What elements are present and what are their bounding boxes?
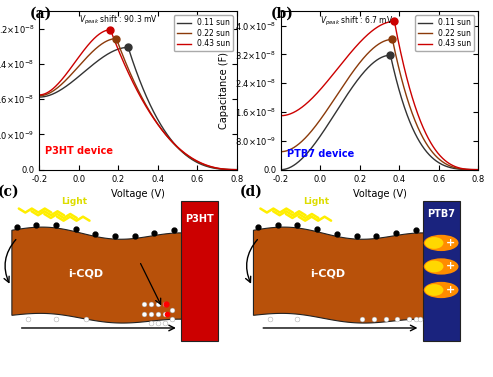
0.22 sun xyxy=(132,81,138,85)
0.11 sun xyxy=(143,95,149,99)
0.11 sun xyxy=(132,64,138,69)
Text: Light: Light xyxy=(62,197,87,206)
Polygon shape xyxy=(423,201,459,341)
0.11 sun xyxy=(475,167,481,172)
Text: (b): (b) xyxy=(271,7,294,21)
Line: 0.22 sun: 0.22 sun xyxy=(281,39,478,170)
0.22 sun xyxy=(154,121,160,126)
0.43 sun xyxy=(199,161,205,166)
0.11 sun xyxy=(125,45,131,50)
0.43 sun xyxy=(373,26,379,31)
Text: Light: Light xyxy=(303,197,329,206)
Line: 0.43 sun: 0.43 sun xyxy=(281,21,478,170)
0.11 sun xyxy=(440,163,446,167)
0.43 sun xyxy=(278,113,284,118)
0.43 sun xyxy=(107,28,113,32)
0.22 sun xyxy=(440,160,446,164)
0.11 sun xyxy=(131,61,137,66)
0.11 sun xyxy=(387,53,393,57)
Ellipse shape xyxy=(424,282,458,298)
0.11 sun xyxy=(199,162,205,167)
0.43 sun xyxy=(471,167,477,172)
Line: 0.11 sun: 0.11 sun xyxy=(39,48,237,170)
Ellipse shape xyxy=(424,258,458,274)
0.43 sun xyxy=(132,84,138,88)
0.22 sun xyxy=(372,45,378,49)
0.11 sun xyxy=(471,167,477,172)
0.11 sun xyxy=(396,87,402,91)
0.22 sun xyxy=(373,44,379,48)
0.22 sun xyxy=(475,167,481,172)
X-axis label: Voltage (V): Voltage (V) xyxy=(352,189,407,199)
0.43 sun xyxy=(475,167,481,172)
X-axis label: Voltage (V): Voltage (V) xyxy=(111,189,165,199)
0.43 sun xyxy=(154,121,160,126)
Text: (d): (d) xyxy=(240,185,262,199)
Legend: 0.11 sun, 0.22 sun, 0.43 sun: 0.11 sun, 0.22 sun, 0.43 sun xyxy=(174,15,233,51)
Text: (a): (a) xyxy=(30,7,52,21)
0.11 sun xyxy=(385,53,390,58)
0.43 sun xyxy=(440,156,446,161)
Line: 0.11 sun: 0.11 sun xyxy=(281,55,478,170)
Polygon shape xyxy=(12,227,186,323)
0.22 sun xyxy=(471,167,477,172)
0.22 sun xyxy=(199,161,205,166)
Text: i-CQD: i-CQD xyxy=(310,269,345,279)
0.43 sun xyxy=(396,41,402,46)
Ellipse shape xyxy=(425,284,444,296)
0.22 sun xyxy=(385,38,390,42)
0.43 sun xyxy=(385,20,390,25)
0.22 sun xyxy=(36,93,42,98)
Text: P3HT: P3HT xyxy=(185,215,214,224)
0.11 sun xyxy=(154,116,160,121)
Text: +: + xyxy=(446,238,455,248)
0.22 sun xyxy=(131,78,137,83)
Line: 0.22 sun: 0.22 sun xyxy=(39,38,237,170)
Text: PTB7: PTB7 xyxy=(427,209,455,219)
Text: +: + xyxy=(446,285,455,295)
0.43 sun xyxy=(372,27,378,31)
0.11 sun xyxy=(229,167,235,172)
0.22 sun xyxy=(234,167,240,172)
0.22 sun xyxy=(396,66,402,70)
Ellipse shape xyxy=(424,235,458,251)
Y-axis label: Capacitance (F): Capacitance (F) xyxy=(219,52,229,129)
0.11 sun xyxy=(234,167,240,172)
Text: $V_{peak}$ shift : 6.7 mV: $V_{peak}$ shift : 6.7 mV xyxy=(320,15,394,28)
Text: i-CQD: i-CQD xyxy=(69,269,104,279)
0.11 sun xyxy=(373,58,379,63)
Text: +: + xyxy=(446,262,455,271)
0.22 sun xyxy=(229,167,235,172)
Polygon shape xyxy=(181,201,218,341)
0.11 sun xyxy=(278,167,284,172)
0.22 sun xyxy=(143,104,149,108)
Text: $V_{peak}$ shift : 90.3 mV: $V_{peak}$ shift : 90.3 mV xyxy=(79,14,158,27)
Legend: 0.11 sun, 0.22 sun, 0.43 sun: 0.11 sun, 0.22 sun, 0.43 sun xyxy=(415,15,474,51)
0.11 sun xyxy=(36,95,42,99)
0.22 sun xyxy=(113,36,119,41)
Text: P3HT device: P3HT device xyxy=(45,146,113,156)
Line: 0.43 sun: 0.43 sun xyxy=(39,30,237,170)
0.43 sun xyxy=(391,19,397,24)
0.11 sun xyxy=(372,60,378,64)
Text: PTB7 device: PTB7 device xyxy=(287,149,354,159)
0.43 sun xyxy=(36,93,42,97)
Ellipse shape xyxy=(425,261,444,272)
Text: (c): (c) xyxy=(0,185,20,199)
Polygon shape xyxy=(253,227,427,323)
0.22 sun xyxy=(278,149,284,154)
0.22 sun xyxy=(389,37,395,41)
0.43 sun xyxy=(229,167,235,172)
0.43 sun xyxy=(143,105,149,110)
0.43 sun xyxy=(131,81,137,86)
0.43 sun xyxy=(234,167,240,172)
Ellipse shape xyxy=(425,237,444,249)
